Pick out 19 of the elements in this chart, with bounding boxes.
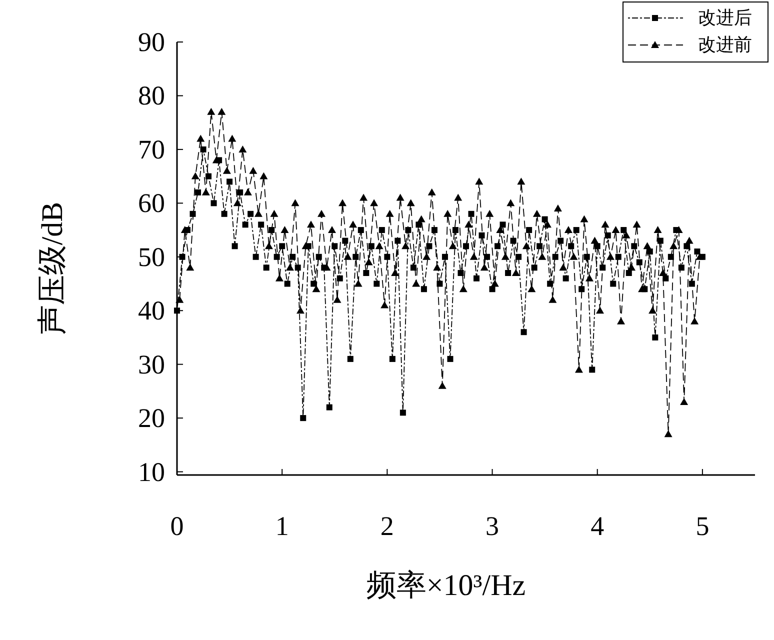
y-tick-label: 40 <box>138 296 165 326</box>
x-tick-label: 0 <box>170 511 184 541</box>
x-tick-label: 5 <box>696 511 710 541</box>
legend-label: 改进前 <box>698 34 752 56</box>
y-tick-label: 60 <box>138 188 165 218</box>
y-axis-title: 声压级/dB <box>36 202 69 336</box>
legend-label: 改进后 <box>698 8 752 28</box>
y-tick-label: 10 <box>138 456 165 487</box>
x-tick-label: 3 <box>486 511 500 541</box>
x-tick-label: 2 <box>380 511 394 541</box>
y-tick-label: 30 <box>138 349 165 380</box>
y-tick-label: 50 <box>138 242 165 272</box>
y-tick-label: 20 <box>138 403 165 434</box>
x-axis-title: 频率×10³/Hz <box>366 569 526 602</box>
y-tick-label: 80 <box>138 80 165 111</box>
y-tick-label: 70 <box>138 134 165 164</box>
y-tick-label: 90 <box>138 27 165 57</box>
x-tick-label: 1 <box>275 511 289 541</box>
x-tick-label: 4 <box>590 511 605 541</box>
